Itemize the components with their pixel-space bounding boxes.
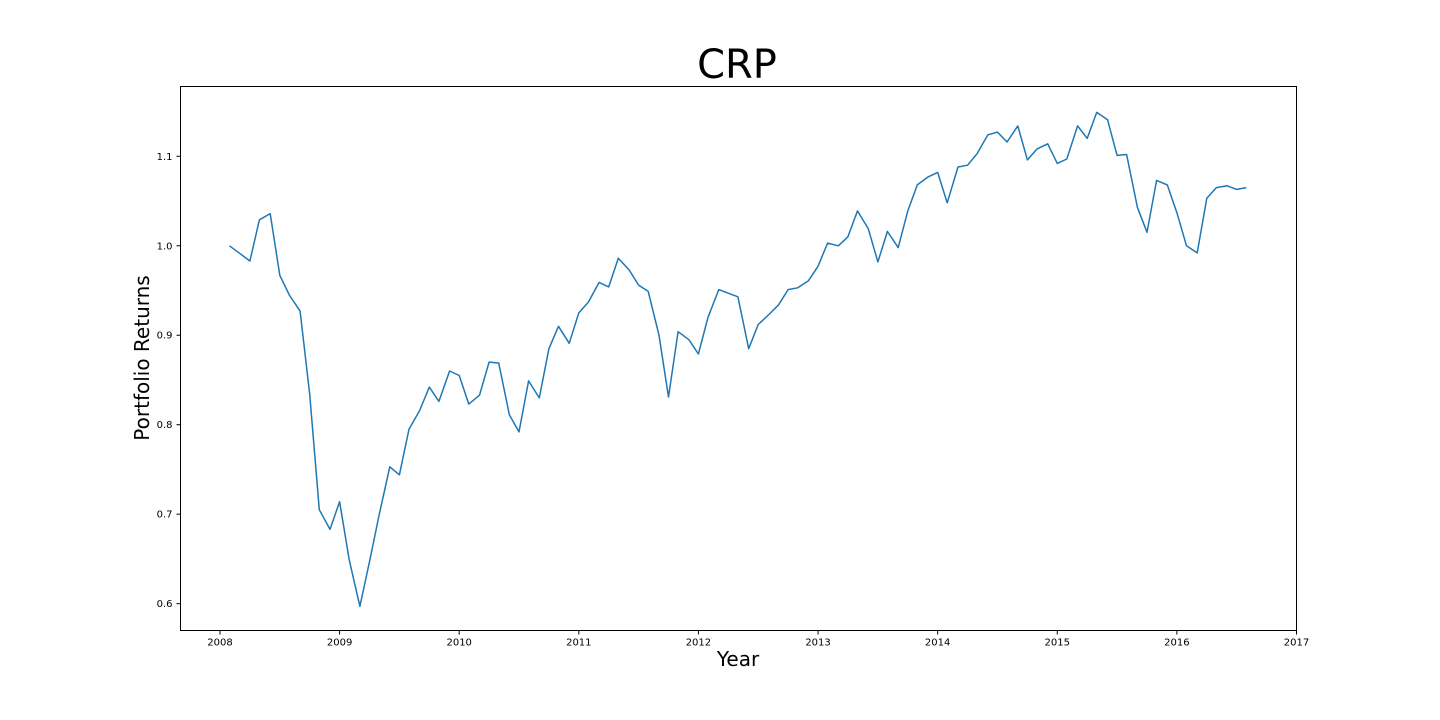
y-tick-label: 0.7 xyxy=(157,510,173,521)
y-tick-label: 0.9 xyxy=(157,331,173,342)
x-tick-label: 2009 xyxy=(327,638,352,649)
chart-title: CRP xyxy=(697,42,777,88)
x-tick-label: 2011 xyxy=(566,638,591,649)
x-tick-label: 2014 xyxy=(925,638,950,649)
x-tick-label: 2013 xyxy=(805,638,830,649)
y-axis-label: Portfolio Returns xyxy=(130,275,154,440)
x-axis-label: Year xyxy=(716,647,760,671)
y-tick-label: 0.6 xyxy=(157,599,173,610)
plot-area xyxy=(180,86,1297,631)
x-tick-label: 2012 xyxy=(686,638,711,649)
x-tick-label: 2015 xyxy=(1045,638,1070,649)
x-tick-label: 2010 xyxy=(446,638,471,649)
y-tick-label: 0.8 xyxy=(157,420,173,431)
y-axis: 0.6 0.7 0.8 0.9 1.0 1.1 xyxy=(157,152,181,610)
x-tick-label: 2016 xyxy=(1164,638,1189,649)
y-tick-label: 1.0 xyxy=(157,241,173,252)
x-tick-label: 2017 xyxy=(1284,638,1309,649)
x-axis: 2008 2009 2010 2011 2012 2013 2014 2015 2016 2017 xyxy=(207,630,1309,649)
y-tick-label: 1.1 xyxy=(157,152,173,163)
series-layer xyxy=(229,111,1247,608)
x-tick-label: 2008 xyxy=(207,638,232,649)
series-line xyxy=(229,111,1247,608)
